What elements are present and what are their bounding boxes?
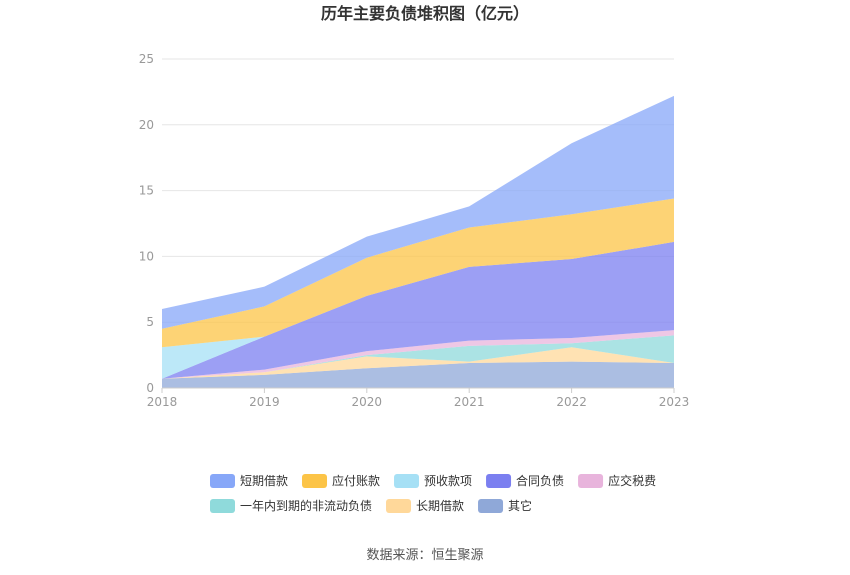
area-短期借款: [162, 95, 674, 329]
legend-swatch: [486, 474, 512, 488]
area-一年内到期的非流动负债: [162, 335, 674, 379]
legend-label: 应付账款: [332, 473, 380, 488]
legend-item[interactable]: 短期借款: [210, 474, 288, 488]
legend-item[interactable]: 合同负债: [486, 473, 564, 488]
legend-swatch: [210, 474, 235, 488]
legend-swatch: [394, 474, 420, 488]
y-tick-label: 0: [146, 381, 154, 395]
x-tick-label: 2021: [454, 395, 485, 409]
legend-swatch: [478, 499, 504, 513]
area-其它: [162, 361, 674, 388]
legend-label: 长期借款: [416, 499, 464, 513]
legend-swatch: [578, 474, 604, 488]
legend-item[interactable]: 一年内到期的非流动负债: [210, 498, 372, 513]
axes: 0 5 10 15 20 25 2018 2019 2020 2021 2022 2023: [139, 52, 690, 409]
legend-label: 一年内到期的非流动负债: [240, 498, 372, 513]
y-tick-label: 5: [146, 315, 154, 329]
legend-item[interactable]: 应交税费: [578, 473, 656, 488]
legend-label: 短期借款: [240, 474, 288, 488]
legend-swatch: [386, 499, 412, 513]
legend-item[interactable]: 长期借款: [386, 499, 464, 513]
area-合同负债: [162, 241, 674, 379]
legend-label: 预收款项: [424, 474, 472, 488]
x-tick-label: 2019: [249, 395, 280, 409]
legend-label: 应交税费: [608, 473, 656, 488]
x-tick-label: 2020: [352, 395, 383, 409]
legend-item[interactable]: 预收款项: [394, 474, 472, 488]
y-tick-label: 15: [139, 184, 154, 198]
legend-label: 其它: [508, 498, 532, 513]
area-应交税费: [162, 330, 674, 379]
y-tick-label: 10: [139, 249, 154, 263]
chart-title: 历年主要负债堆积图（亿元）: [321, 4, 529, 23]
legend-swatch: [302, 474, 328, 488]
x-tick-label: 2018: [147, 395, 178, 409]
area-series: [162, 95, 674, 388]
area-长期借款: [162, 347, 674, 379]
data-source: 数据来源：恒生聚源: [366, 548, 483, 563]
x-tick-label: 2022: [556, 395, 587, 409]
x-tick-label: 2023: [659, 395, 690, 409]
area-应付账款: [162, 198, 674, 348]
legend-label: 合同负债: [516, 473, 564, 488]
legend-item[interactable]: 其它: [478, 498, 532, 513]
y-tick-label: 25: [139, 52, 154, 66]
y-tick-label: 20: [139, 118, 154, 132]
legend-swatch: [210, 499, 235, 513]
legend-item[interactable]: 应付账款: [302, 473, 380, 488]
